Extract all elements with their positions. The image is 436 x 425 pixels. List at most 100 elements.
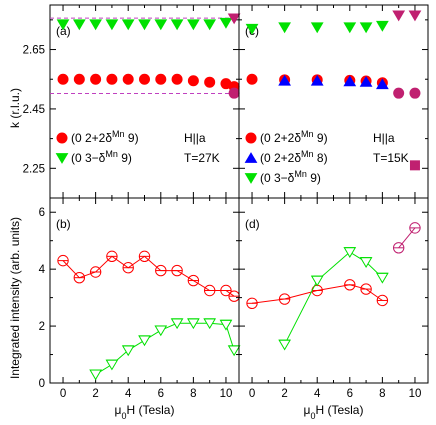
data-point xyxy=(359,22,373,34)
x-axis-label: μ0H (Tesla) xyxy=(115,403,175,421)
data-point xyxy=(121,345,135,357)
panel-a: 2.25 2.45 2.65 (a) (0 2+2δMn 9) (0 3−δMn 9) H|… xyxy=(23,4,241,199)
data-point xyxy=(245,23,259,35)
data-point xyxy=(393,87,405,99)
series-3 xyxy=(392,10,422,22)
data-point xyxy=(409,222,421,234)
x-axis-label: μ0H (Tesla) xyxy=(304,403,364,421)
x-tick-label: 2 xyxy=(281,388,287,400)
annotation: H||a xyxy=(184,131,206,145)
series-2 xyxy=(392,222,421,254)
marker-triangle xyxy=(278,339,291,351)
y-axis-label-top: k (r.l.u.) xyxy=(8,88,22,128)
data-point xyxy=(57,73,69,85)
marker-triangle xyxy=(154,325,168,337)
legend-label: (0 3−δMn 9) xyxy=(71,149,132,165)
x-tick-label: 0 xyxy=(249,388,255,400)
annotation: T=15K xyxy=(373,151,409,165)
plot-frame xyxy=(238,4,429,199)
marker-triangle xyxy=(138,335,151,347)
data-point xyxy=(138,335,151,347)
data-point xyxy=(246,297,258,310)
data-point xyxy=(376,78,389,90)
data-point xyxy=(122,73,134,85)
data-point xyxy=(89,369,102,381)
data-point xyxy=(72,19,86,31)
series-line xyxy=(251,284,383,304)
marker-triangle xyxy=(310,275,324,287)
legend-marker xyxy=(244,152,258,163)
series-5 xyxy=(409,160,420,171)
plot-frame xyxy=(238,197,429,384)
marker-triangle xyxy=(89,369,102,381)
data-point xyxy=(154,19,168,31)
data-point xyxy=(310,22,324,34)
series-line xyxy=(398,227,416,249)
data-point xyxy=(376,272,389,284)
data-point xyxy=(57,254,69,267)
data-point xyxy=(73,271,86,284)
series-1 xyxy=(56,17,233,31)
data-point xyxy=(310,275,324,287)
data-point xyxy=(155,73,167,85)
x-tick-label: 0 xyxy=(60,388,66,400)
marker-triangle xyxy=(105,359,119,371)
x-tick-label: 8 xyxy=(379,388,385,400)
data-point xyxy=(392,10,406,22)
data-point xyxy=(155,264,167,277)
data-point xyxy=(228,290,240,302)
y-tick-label: 6 xyxy=(39,207,45,219)
legend-label: (0 3−δMn 9) xyxy=(260,169,321,185)
data-point xyxy=(409,87,421,99)
marker-triangle xyxy=(227,345,241,357)
legend-marker xyxy=(244,173,258,184)
legend: (0 2+2δMn 9) (0 2+2δMn 8) (0 3−δMn 9) xyxy=(244,129,328,185)
data-point xyxy=(228,87,240,99)
y-tick-label: 2.45 xyxy=(23,104,45,116)
annotation: T=27K xyxy=(184,151,220,165)
data-point xyxy=(409,160,420,171)
data-point xyxy=(56,19,70,31)
y-tick-label: 2.25 xyxy=(23,163,45,175)
marker-triangle xyxy=(219,319,233,331)
data-point xyxy=(219,17,233,29)
series-1 xyxy=(89,318,241,381)
x-tick-label: 4 xyxy=(314,388,321,400)
data-point xyxy=(121,19,135,31)
x-tick-label: 4 xyxy=(125,388,132,400)
data-point xyxy=(154,325,168,337)
data-point xyxy=(73,73,85,85)
series-3 xyxy=(228,87,240,99)
data-point xyxy=(278,339,291,351)
data-point xyxy=(343,22,357,34)
data-point xyxy=(359,75,373,87)
data-point xyxy=(170,318,184,330)
panel-label: (b) xyxy=(56,217,71,231)
data-point xyxy=(376,20,389,32)
panel-b: 0 2 4 6 8 10 μ0H (Tesla) 0 2 4 6 (b) xyxy=(39,197,241,421)
data-point xyxy=(203,318,217,330)
data-point xyxy=(187,274,200,287)
data-point xyxy=(106,73,118,85)
data-point xyxy=(246,73,258,85)
data-point xyxy=(204,76,216,88)
data-point xyxy=(359,257,373,268)
series-2 xyxy=(245,20,389,35)
data-point xyxy=(408,10,422,22)
series-0 xyxy=(57,73,240,93)
data-point xyxy=(343,247,357,259)
data-point xyxy=(89,19,102,31)
series-0 xyxy=(246,279,389,310)
panel-label: (d) xyxy=(245,217,260,231)
data-point xyxy=(138,19,151,31)
data-point xyxy=(343,75,357,87)
panel-label: (a) xyxy=(56,24,71,38)
series-1 xyxy=(278,74,389,90)
data-point xyxy=(138,250,151,263)
data-point xyxy=(344,279,356,291)
y-tick-label: 0 xyxy=(39,378,45,390)
marker-triangle xyxy=(376,272,389,284)
panel-d: 0 2 4 6 8 10 μ0H (Tesla) (d) xyxy=(238,197,429,421)
data-point xyxy=(89,266,102,278)
